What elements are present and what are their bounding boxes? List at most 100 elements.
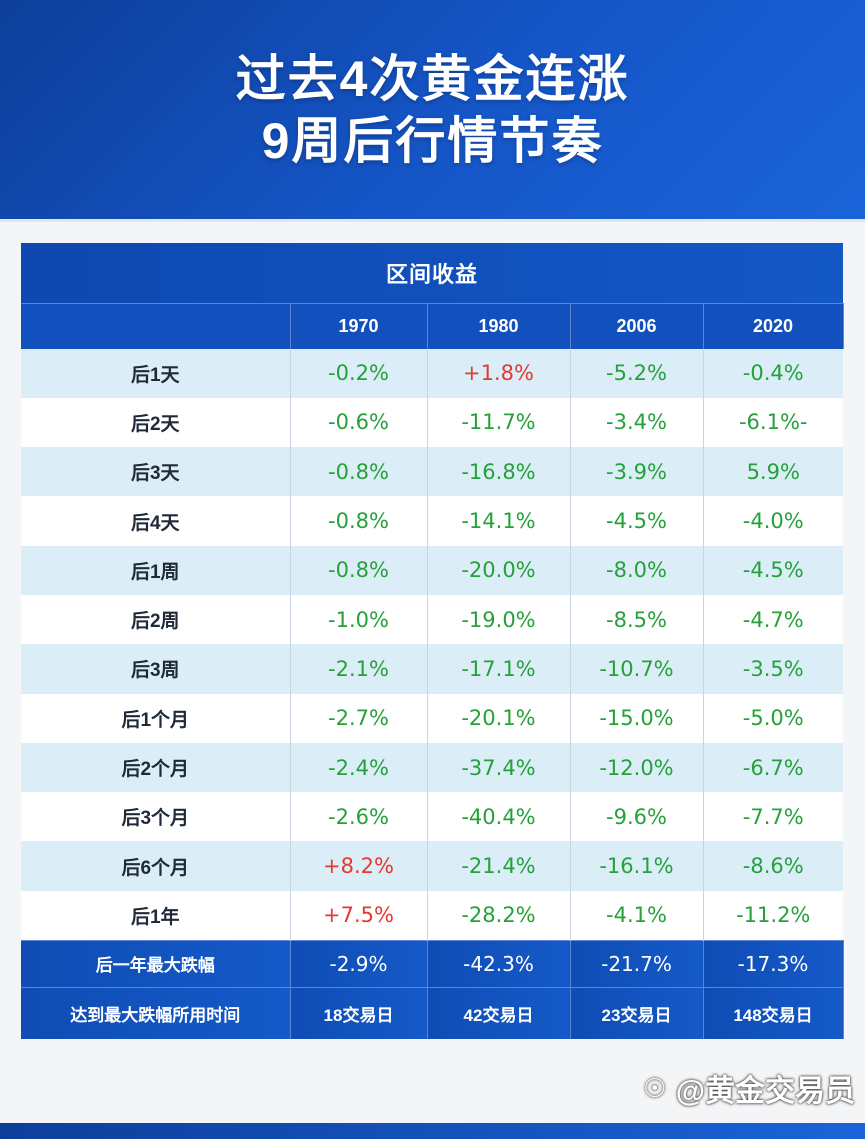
return-value: -12.0% <box>599 755 674 780</box>
return-cell: -11.7% <box>427 397 571 448</box>
return-value: -20.0% <box>461 558 536 583</box>
return-cell: -11.2% <box>703 890 843 941</box>
row-label: 后3天 <box>21 447 291 497</box>
return-value: -0.6% <box>328 410 389 435</box>
weibo-icon: ☉ <box>643 1073 667 1103</box>
table-row: 后6个月 +8.2% -21.4% -16.1% -8.6% <box>21 841 843 891</box>
return-cell: -0.8% <box>290 496 428 546</box>
return-value: -19.0% <box>461 607 536 632</box>
page-title-line1: 过去4次黄金连涨 <box>235 50 630 107</box>
column-header-row: 1970 1980 2006 2020 <box>21 303 844 349</box>
row-label: 后4天 <box>21 496 291 546</box>
table-row: 后3个月 -2.6% -40.4% -9.6% -7.7% <box>21 792 843 842</box>
return-value: -5.2% <box>606 361 667 386</box>
return-value: -0.8% <box>328 558 389 583</box>
return-value: -10.7% <box>599 656 674 681</box>
return-cell: -8.0% <box>570 545 704 595</box>
return-cell: -4.1% <box>570 890 704 941</box>
return-value: -11.7% <box>461 410 536 435</box>
return-cell: -15.0% <box>570 693 704 743</box>
row-label: 后2个月 <box>21 742 291 793</box>
max-drop-value: -21.7% <box>570 939 704 988</box>
row-label: 后3个月 <box>21 792 291 842</box>
return-cell: -8.6% <box>703 841 843 891</box>
return-cell: -6.1%- <box>703 397 843 448</box>
row-label: 后3周 <box>21 644 291 694</box>
max-drop-value: -42.3% <box>427 939 571 988</box>
row-label: 后2天 <box>21 397 291 448</box>
table-row: 后2天 -0.6% -11.7% -3.4% -6.1%- <box>21 397 843 448</box>
return-cell: -2.4% <box>290 742 428 793</box>
summary-row: 达到最大跌幅所用时间 18交易日 42交易日 23交易日 148交易日 <box>21 986 844 1040</box>
return-value: -15.0% <box>599 706 674 731</box>
return-value: -1.0% <box>328 607 389 632</box>
return-cell: -0.8% <box>290 545 428 595</box>
max-drop-value: -17.3% <box>703 939 844 988</box>
return-cell: -0.6% <box>290 397 428 448</box>
return-value: -2.6% <box>328 804 389 829</box>
summary-label: 后一年最大跌幅 <box>21 939 291 988</box>
return-cell: -28.2% <box>427 890 571 941</box>
row-label: 后1年 <box>21 890 291 941</box>
return-value: -8.5% <box>606 607 667 632</box>
footer-bar <box>0 1123 865 1139</box>
return-cell: -3.9% <box>570 447 704 497</box>
page-title-line2: 9周后行情节奏 <box>261 112 604 169</box>
return-cell: -21.4% <box>427 841 571 891</box>
table-row: 后1年 +7.5% -28.2% -4.1% -11.2% <box>21 890 843 941</box>
return-cell: -19.0% <box>427 594 571 645</box>
return-cell: -37.4% <box>427 742 571 793</box>
return-value: -4.7% <box>742 607 804 632</box>
table-row: 后2个月 -2.4% -37.4% -12.0% -6.7% <box>21 742 843 793</box>
table-row: 后2周 -1.0% -19.0% -8.5% -4.7% <box>21 594 843 645</box>
return-value: -40.4% <box>461 804 536 829</box>
row-label: 后6个月 <box>21 841 291 891</box>
return-value: -0.2% <box>328 361 389 386</box>
returns-table-card: 区间收益 1970 1980 2006 2020 后1天 -0.2% +1.8% -5… <box>21 243 844 1040</box>
table-row: 后3周 -2.1% -17.1% -10.7% -3.5% <box>21 644 843 694</box>
return-cell: -9.6% <box>570 792 704 842</box>
table-row: 后4天 -0.8% -14.1% -4.5% -4.0% <box>21 496 843 546</box>
return-cell: -2.6% <box>290 792 428 842</box>
return-value: +8.2% <box>323 854 394 879</box>
return-value: -0.8% <box>328 509 389 534</box>
return-cell: -10.7% <box>570 644 704 694</box>
return-cell: -4.5% <box>570 496 704 546</box>
row-label: 后2周 <box>21 594 291 645</box>
return-cell: -4.0% <box>703 496 843 546</box>
return-cell: +8.2% <box>290 841 428 891</box>
header-banner: 过去4次黄金连涨 9周后行情节奏 <box>0 0 865 222</box>
return-value: +7.5% <box>323 903 394 928</box>
return-value: -4.5% <box>606 509 667 534</box>
return-value: -28.2% <box>461 903 536 928</box>
return-value: -6.7% <box>742 755 804 780</box>
return-value: -4.5% <box>742 558 804 583</box>
return-cell: -40.4% <box>427 792 571 842</box>
days-to-max-drop: 42交易日 <box>427 986 571 1040</box>
watermark: ☉ @黄金交易员 <box>640 1066 855 1110</box>
return-cell: -4.5% <box>703 545 843 595</box>
return-cell: -5.2% <box>570 348 704 398</box>
return-cell: -7.7% <box>703 792 843 842</box>
return-cell: +7.5% <box>290 890 428 941</box>
summary-row: 后一年最大跌幅 -2.9% -42.3% -21.7% -17.3% <box>21 939 844 988</box>
column-header-year: 2006 <box>570 303 704 349</box>
return-value: -21.4% <box>461 854 536 879</box>
column-header-year: 2020 <box>703 303 844 349</box>
return-value: +1.8% <box>463 361 534 386</box>
column-header-year: 1980 <box>427 303 571 349</box>
return-cell: -4.7% <box>703 594 843 645</box>
return-cell: -12.0% <box>570 742 704 793</box>
return-cell: -20.0% <box>427 545 571 595</box>
return-value: -20.1% <box>461 706 536 731</box>
return-value: -9.6% <box>606 804 667 829</box>
return-value: -16.8% <box>461 459 536 484</box>
return-cell: -3.4% <box>570 397 704 448</box>
table-row: 后3天 -0.8% -16.8% -3.9% 5.9% <box>21 447 843 497</box>
return-cell: -14.1% <box>427 496 571 546</box>
return-value: -11.2% <box>736 903 811 928</box>
table-row: 后1周 -0.8% -20.0% -8.0% -4.5% <box>21 545 843 595</box>
return-cell: -2.1% <box>290 644 428 694</box>
return-cell: -6.7% <box>703 742 843 793</box>
column-header-blank <box>21 303 291 349</box>
